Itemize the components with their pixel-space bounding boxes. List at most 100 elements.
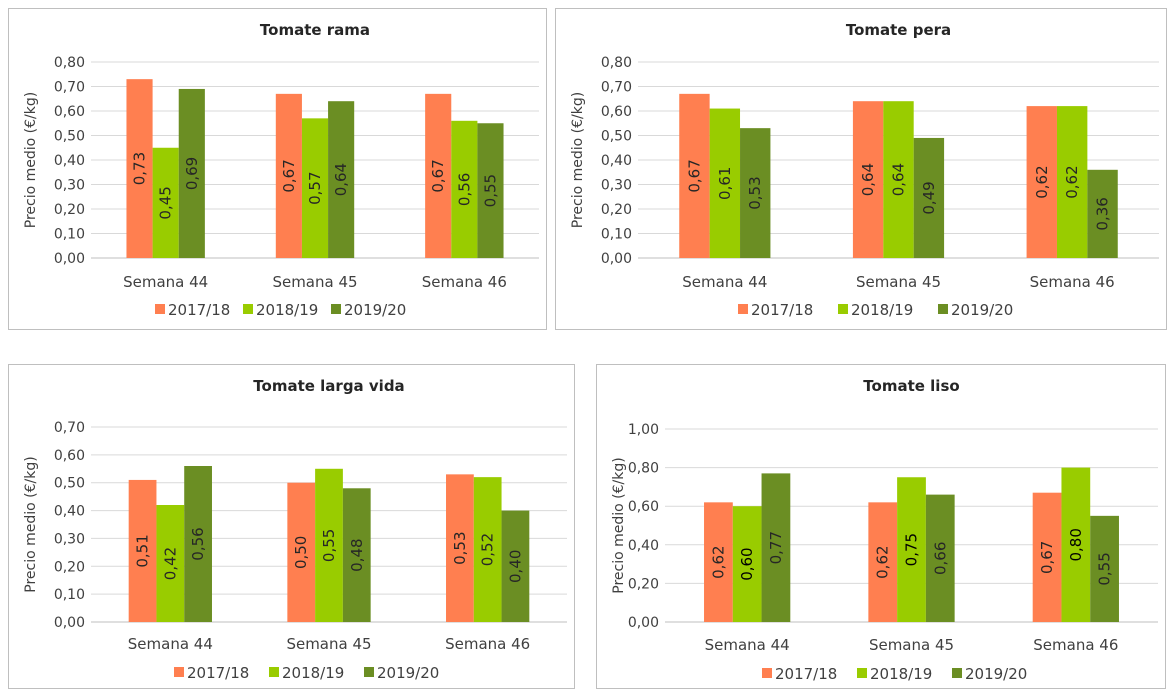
y-tick-label: 0,80 [628,461,659,477]
bar-2018-19-semana-46 [451,120,478,258]
data-label: 0,67 [280,159,298,192]
chart-title: Tomate rama [260,21,370,39]
bar-2017-18-semana-45 [868,502,898,622]
data-label: 0,48 [348,538,366,571]
y-axis-label: Precio medio (€/kg) [23,92,39,228]
y-tick-label: 0,00 [601,251,632,267]
data-label: 0,64 [890,163,908,196]
bar-2019-20-semana-44 [740,128,771,258]
data-label: 0,67 [685,159,703,192]
bar-2019-20-semana-45 [913,137,945,258]
bar-2018-19-semana-46 [473,477,502,622]
legend-swatch [838,304,848,314]
y-tick-label: 0,60 [601,104,632,120]
x-category-label: Semana 44 [705,636,790,654]
bar-2019-20-semana-46 [501,510,530,622]
bar-2019-20-semana-44 [184,466,212,622]
bar-2017-18-semana-45 [852,101,884,258]
bar-2018-19-semana-45 [883,101,914,258]
data-label: 0,56 [455,173,473,206]
bar-2017-18-semana-45 [287,482,316,622]
y-tick-label: 0,60 [54,448,85,464]
bar-2018-19-semana-44 [152,147,179,258]
data-label: 0,45 [157,186,175,219]
bar-2017-18-semana-44 [128,479,157,622]
chart-svg-tomate-larga-vida: Tomate larga vida 0,00 0,10 0,20 0,30 0,40 0,5… [23,377,567,682]
data-label: 0,42 [161,547,179,580]
y-tick-label: 0,50 [54,129,85,145]
y-tick-label: 0,80 [54,55,85,71]
bar-2017-18-semana-46 [425,93,452,258]
x-category-label: Semana 45 [856,273,941,291]
x-category-label: Semana 46 [422,273,507,291]
data-label: 0,55 [320,529,338,562]
y-tick-label: 0,30 [601,178,632,194]
chart-svg-tomate-liso: Tomate liso 0,00 0,20 0,40 0,60 0,80 1,00 Preci… [611,377,1158,683]
legend-label: 2017/18 [751,301,813,319]
data-label: 0,62 [874,545,892,578]
chart-panel-tomate-rama: Tomate rama 0,00 0,10 0,20 0,30 0,40 0,50 0,60 0… [8,8,547,330]
legend-swatch [155,304,165,314]
x-category-label: Semana 46 [445,635,530,653]
data-label: 0,73 [131,152,149,185]
bar-2019-20-semana-44 [178,88,205,258]
bar-2019-20-semana-46 [1087,169,1118,258]
x-category-label: Semana 45 [272,273,357,291]
bar-2018-19-semana-44 [156,505,185,622]
data-label: 0,55 [1096,552,1114,585]
bar-2019-20-semana-45 [328,101,355,258]
legend-label: 2018/19 [870,665,932,683]
y-tick-label: 0,20 [601,202,632,218]
y-tick-label: 0,60 [54,104,85,120]
bar-2019-20-semana-45 [342,488,371,622]
y-tick-label: 0,70 [54,80,85,96]
bar-2017-18-semana-46 [1026,106,1057,258]
data-label: 0,75 [903,533,921,566]
legend-label: 2019/20 [344,301,406,319]
bar-2018-19-semana-44 [709,108,741,258]
data-label: 0,77 [767,531,785,564]
data-label: 0,62 [1033,165,1051,198]
bar-2018-19-semana-45 [301,118,329,258]
bar-2018-19-semana-45 [897,477,926,622]
y-tick-label: 0,20 [54,202,85,218]
y-tick-label: 0,00 [628,615,659,631]
x-category-label: Semana 44 [128,635,213,653]
data-label: 0,80 [1067,528,1085,561]
y-tick-label: 0,10 [601,227,632,243]
y-axis-label: Precio medio (€/kg) [570,92,586,228]
y-tick-label: 0,80 [601,55,632,71]
legend-swatch [174,667,184,677]
x-category-label: Semana 44 [123,273,208,291]
y-tick-label: 0,00 [54,251,85,267]
y-tick-label: 0,00 [54,615,85,631]
bar-2018-19-semana-44 [732,506,762,622]
data-label: 0,52 [479,533,497,566]
legend-swatch [331,304,341,314]
data-label: 0,51 [134,534,152,567]
chart-panel-tomate-liso: Tomate liso 0,00 0,20 0,40 0,60 0,80 1,00 Preci… [596,364,1166,689]
legend-label: 2017/18 [187,664,249,682]
legend-swatch [269,667,279,677]
legend-swatch [938,304,948,314]
bar-2017-18-semana-45 [275,93,302,258]
data-label: 0,53 [451,531,469,564]
chart-panel-tomate-larga-vida: Tomate larga vida 0,00 0,10 0,20 0,30 0,40 0,5… [8,364,575,689]
chart-title: Tomate liso [863,377,959,395]
data-label: 0,66 [931,542,949,575]
data-label: 0,40 [506,550,524,583]
y-tick-label: 0,40 [601,153,632,169]
y-tick-label: 1,00 [628,422,659,438]
data-label: 0,67 [429,159,447,192]
x-category-label: Semana 46 [1030,273,1115,291]
legend-swatch [738,304,748,314]
legend-swatch [364,667,374,677]
legend-label: 2019/20 [377,664,439,682]
y-tick-label: 0,50 [601,129,632,145]
y-tick-label: 0,40 [54,504,85,520]
legend-swatch [857,668,867,678]
data-label: 0,69 [183,157,201,190]
y-tick-label: 0,40 [628,538,659,554]
bar-2019-20-semana-46 [477,123,504,258]
data-label: 0,50 [292,536,310,569]
